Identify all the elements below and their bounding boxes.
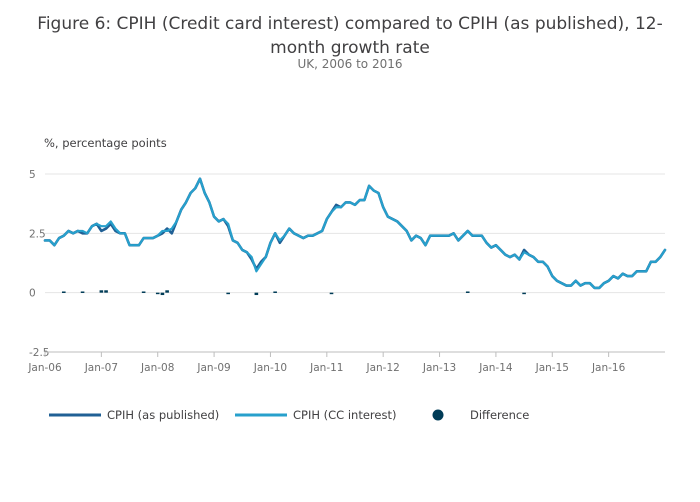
x-tick-label: Jan-09 (196, 362, 230, 374)
y-tick-label: 5 (29, 169, 36, 181)
x-tick-label: Jan-15 (535, 362, 569, 374)
y-tick-label: 0 (29, 288, 36, 300)
difference-bar (99, 290, 104, 293)
y-tick-label: 2.5 (29, 228, 46, 240)
legend-label-cc-interest: CPIH (CC interest) (293, 408, 396, 422)
legend-item-cc-interest[interactable]: CPIH (CC interest) (235, 408, 396, 422)
x-tick-label: Jan-08 (140, 362, 174, 374)
y-axis-label: %, percentage points (44, 136, 167, 150)
difference-bar (254, 292, 259, 296)
x-tick-label: Jan-14 (478, 362, 513, 374)
difference-bar (155, 292, 160, 295)
gridlines (45, 173, 665, 294)
y-tick-label: -2.5 (29, 347, 50, 359)
difference-bar (465, 291, 470, 293)
x-tick-label: Jan-13 (422, 362, 456, 374)
series-line-cc-interest (43, 177, 667, 290)
difference-bar (226, 292, 230, 295)
chart-title: Figure 6: CPIH (Credit card interest) co… (0, 12, 700, 60)
legend-item-published[interactable]: CPIH (as published) (49, 408, 219, 422)
difference-bar (61, 291, 66, 293)
x-tick-label: Jan-12 (366, 362, 400, 374)
chart-subtitle: UK, 2006 to 2016 (297, 57, 403, 71)
x-tick-label: Jan-16 (591, 362, 626, 374)
difference-bar (273, 291, 277, 293)
chart-title-line-2: month growth rate (270, 38, 430, 58)
legend-label-published: CPIH (as published) (107, 408, 219, 422)
legend-item-difference[interactable]: Difference (432, 408, 530, 422)
difference-bar (165, 290, 169, 293)
difference-bar (329, 292, 334, 295)
x-tick-label: Jan-06 (27, 362, 62, 374)
difference-bar (141, 291, 146, 293)
y-axis-ticks: 5 2.5 0 -2.5 (29, 169, 50, 359)
difference-bar (522, 292, 526, 295)
legend-label-difference: Difference (470, 408, 529, 422)
difference-bar (80, 291, 85, 293)
chart-title-line-1: Figure 6: CPIH (Credit card interest) co… (37, 14, 663, 34)
legend: CPIH (as published) CPIH (CC interest) D… (49, 408, 529, 422)
x-axis: Jan-06 Jan-07 Jan-08 Jan-09 Jan-10 Jan-11 Jan-… (27, 351, 665, 374)
legend-swatch-difference (432, 409, 444, 421)
x-tick-label: Jan-11 (309, 362, 343, 374)
difference-bars (61, 290, 526, 296)
x-tick-label: Jan-07 (84, 362, 118, 374)
difference-bar (160, 292, 165, 296)
series-lines (43, 177, 667, 290)
difference-bar (104, 290, 108, 293)
x-tick-label: Jan-10 (253, 362, 287, 374)
